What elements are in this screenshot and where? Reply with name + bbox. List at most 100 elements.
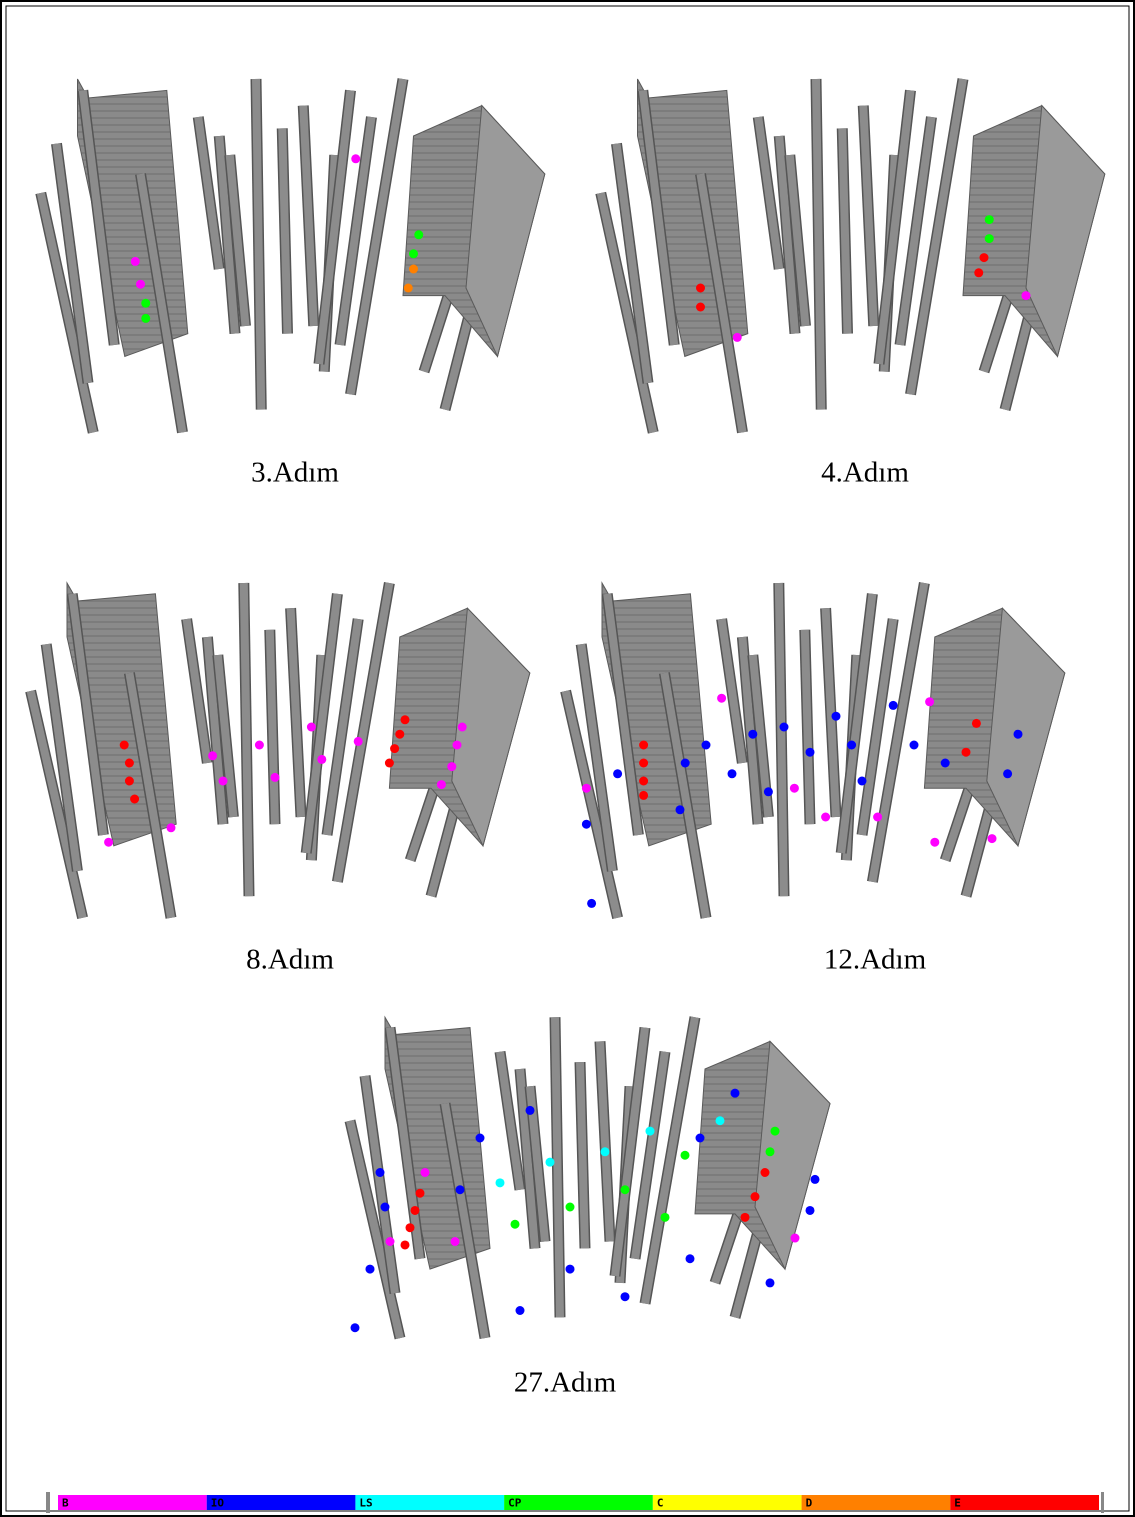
hinge (546, 1158, 555, 1167)
hinge (496, 1178, 505, 1187)
hinge (761, 1168, 770, 1177)
hinge (925, 697, 934, 706)
column (244, 583, 249, 896)
column (805, 630, 810, 824)
hinge (104, 838, 113, 847)
hinge (811, 1175, 820, 1184)
column (270, 630, 275, 824)
hinge (587, 899, 596, 908)
hinge (219, 777, 228, 786)
column (256, 79, 261, 410)
hinge (381, 1203, 390, 1212)
hinge (681, 1151, 690, 1160)
hinge (401, 1240, 410, 1249)
hinge (696, 284, 705, 293)
hinge (613, 769, 622, 778)
hinge (1003, 769, 1012, 778)
hinge (131, 257, 140, 266)
column (779, 583, 784, 896)
legend-swatch (207, 1495, 356, 1510)
hinge (582, 784, 591, 793)
hinge (985, 215, 994, 224)
hinge (395, 730, 404, 739)
hinge (751, 1192, 760, 1201)
legend-label: B (62, 1497, 69, 1510)
hinge (974, 268, 983, 277)
hinge (639, 741, 648, 750)
hinge (766, 1278, 775, 1287)
column (863, 106, 874, 326)
hinge (385, 759, 394, 768)
structure-render (31, 583, 530, 918)
hinge (566, 1203, 575, 1212)
hinge (930, 838, 939, 847)
hinge (317, 755, 326, 764)
hinge (401, 715, 410, 724)
hinge (696, 1134, 705, 1143)
legend-end (1101, 1492, 1104, 1513)
hinge (458, 723, 467, 732)
hinge (411, 1206, 420, 1215)
hinge (889, 701, 898, 710)
hinge (962, 748, 971, 757)
hinge (125, 759, 134, 768)
hinge (766, 1147, 775, 1156)
hinge (764, 787, 773, 796)
hinge (748, 730, 757, 739)
hinge (136, 280, 145, 289)
column (600, 1041, 610, 1241)
hinge (621, 1185, 630, 1194)
hinge (985, 234, 994, 243)
hinge (873, 813, 882, 822)
hinge (516, 1306, 525, 1315)
caption: 4.Adım (821, 457, 909, 489)
hinge (806, 748, 815, 757)
structure-render (350, 1017, 830, 1338)
hinge (771, 1127, 780, 1136)
hinge (416, 1189, 425, 1198)
hinge (741, 1213, 750, 1222)
hinge (366, 1265, 375, 1274)
hinge (386, 1237, 395, 1246)
hinge (125, 777, 134, 786)
hinge (351, 154, 360, 163)
hinge (639, 759, 648, 768)
hinge (716, 1116, 725, 1125)
hinge (453, 741, 462, 750)
hinge (409, 265, 418, 274)
hinge (601, 1147, 610, 1156)
hinge (526, 1106, 535, 1115)
hinge (988, 834, 997, 843)
hinge (447, 762, 456, 771)
hinge (832, 712, 841, 721)
hinge (307, 723, 316, 732)
hinge (354, 737, 363, 746)
legend-swatch (653, 1495, 802, 1510)
hinge (696, 303, 705, 312)
legend-swatch (504, 1495, 653, 1510)
legend-label: E (954, 1497, 961, 1510)
legend-label: D (806, 1497, 813, 1510)
caption: 12.Adım (824, 944, 927, 976)
caption: 27.Adım (514, 1367, 617, 1399)
caption: 8.Adım (246, 944, 334, 976)
hinge (376, 1168, 385, 1177)
hinge (821, 813, 830, 822)
hinge (414, 230, 423, 239)
hinge (980, 253, 989, 262)
caption: 3.Adım (251, 457, 339, 489)
hinge (141, 314, 150, 323)
structure-render (566, 583, 1065, 918)
hinge (406, 1223, 415, 1232)
legend-swatch (355, 1495, 504, 1510)
figure-page: 3.Adım4.Adım8.Adım12.Adım27.AdımBIOLSCPC… (0, 0, 1135, 1517)
hinge (409, 249, 418, 258)
hinge (790, 784, 799, 793)
hinge (511, 1220, 520, 1229)
legend-label: CP (508, 1497, 522, 1510)
hinge (1022, 291, 1031, 300)
legend-swatch (802, 1495, 951, 1510)
hinge (646, 1127, 655, 1136)
column (303, 106, 314, 326)
hinge (733, 333, 742, 342)
